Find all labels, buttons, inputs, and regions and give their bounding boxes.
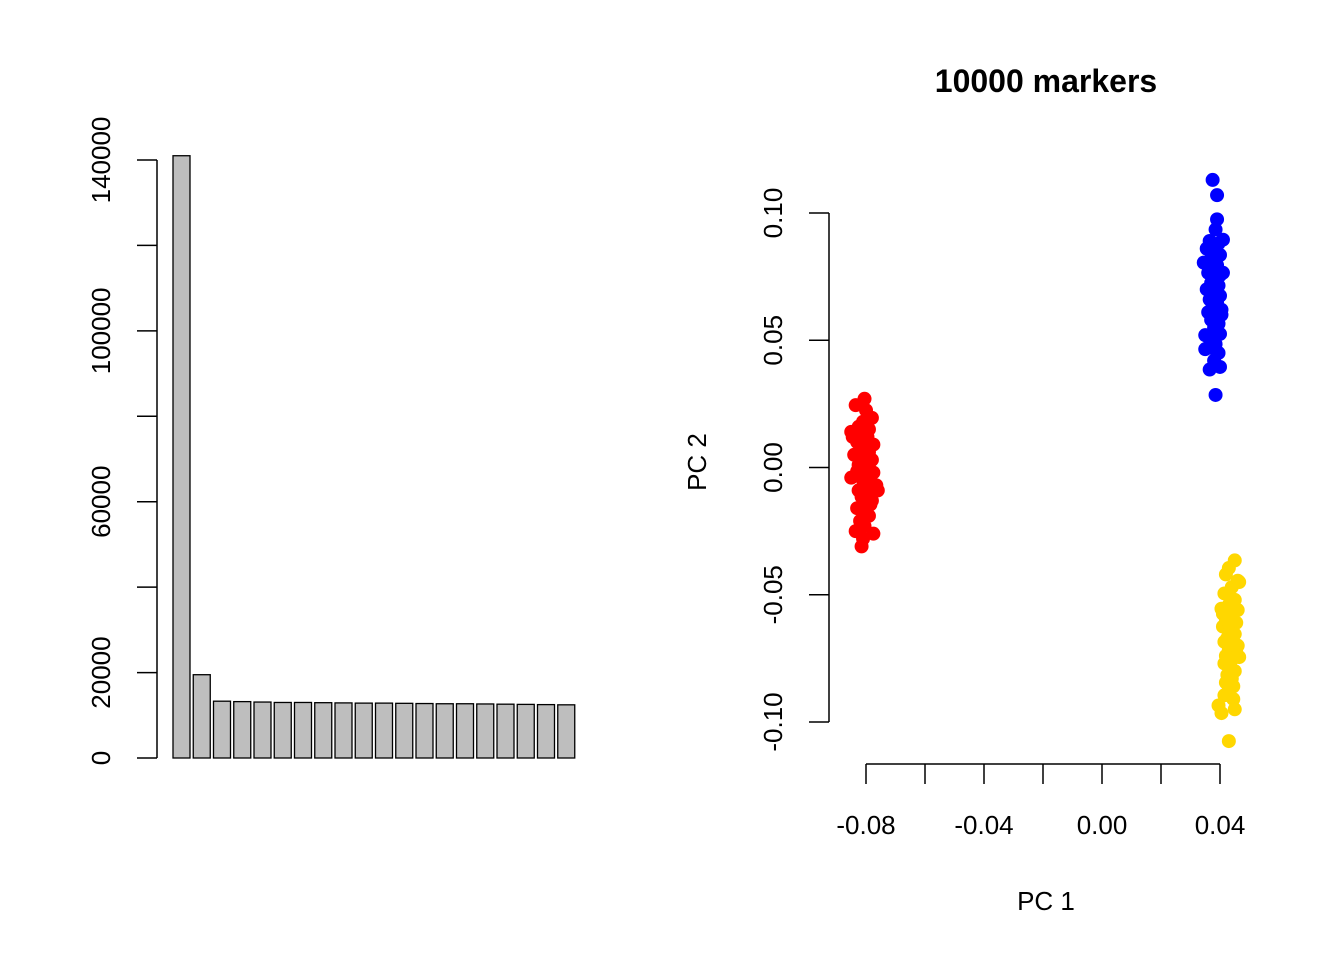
bar	[536, 703, 556, 759]
scatter-point	[1217, 586, 1232, 601]
scatter-y-tick-label: -0.05	[758, 565, 788, 624]
scatter-y-tick-label: 0.10	[758, 188, 788, 239]
scatter-y-tick-label: 0.00	[758, 442, 788, 493]
bar	[435, 703, 454, 759]
bar-y-tick-label: 140000	[86, 117, 116, 204]
scatter-point	[1214, 706, 1229, 721]
bar	[192, 674, 211, 759]
bar	[516, 703, 535, 759]
bar	[415, 702, 434, 759]
scatter-point	[870, 483, 885, 498]
bar	[233, 700, 252, 759]
bar	[172, 155, 191, 759]
scatter-point	[848, 398, 863, 413]
scatter-point	[1198, 342, 1213, 357]
bar	[455, 703, 475, 759]
scatter-point	[845, 429, 860, 444]
scatter-y-label: PC 2	[682, 433, 712, 491]
bar-y-tick-label: 20000	[86, 636, 116, 708]
scatter-y-tick-label: -0.10	[758, 692, 788, 751]
bar	[273, 701, 292, 759]
bar-y-tick-label: 0	[86, 751, 116, 765]
scatter-point	[860, 450, 875, 465]
bar	[293, 701, 313, 759]
bar	[212, 700, 232, 759]
bar-y-axis: 0 20000 60000 100000 140000	[86, 117, 158, 765]
scatter-chart: 10000 markers -0.10 -0.05 0.00 0.05 0.10 -0.…	[682, 63, 1247, 916]
scatter-y-tick-label: 0.05	[758, 315, 788, 366]
scatter-point	[863, 497, 878, 512]
bar	[395, 702, 414, 759]
scatter-point	[854, 539, 869, 554]
bar	[314, 702, 333, 759]
scatter-series-3	[1211, 553, 1247, 749]
scatter-x-axis: -0.08 -0.04 0.00 0.04	[836, 763, 1246, 840]
bar	[476, 703, 495, 759]
bar	[496, 703, 515, 759]
scatter-title: 10000 markers	[935, 63, 1157, 99]
scatter-x-tick-label: -0.08	[836, 810, 895, 840]
scatter-point	[1232, 650, 1247, 665]
bar	[253, 701, 272, 759]
scatter-point	[1227, 702, 1242, 717]
scatter-point	[1232, 575, 1247, 590]
scatter-series-1	[844, 391, 885, 554]
scatter-point	[1210, 188, 1225, 203]
scatter-y-axis: -0.10 -0.05 0.00 0.05 0.10	[758, 188, 830, 752]
scatter-point	[1208, 222, 1223, 237]
bar	[557, 704, 576, 759]
bar	[374, 702, 394, 759]
bar-y-tick-label: 60000	[86, 466, 116, 538]
scatter-point	[1230, 638, 1245, 653]
scatter-point	[1214, 307, 1229, 322]
scatter-point	[844, 470, 859, 485]
scatter-series-2	[1196, 172, 1230, 402]
scatter-point	[1218, 567, 1233, 582]
scatter-point	[1213, 359, 1227, 374]
scatter-x-label: PC 1	[1017, 886, 1075, 916]
scatter-point	[1215, 265, 1230, 280]
scatter-point	[1215, 232, 1230, 247]
scatter-point	[1220, 613, 1235, 628]
scatter-point	[1205, 172, 1220, 187]
scatter-x-tick-label: -0.04	[954, 810, 1013, 840]
scatter-x-tick-label: 0.00	[1077, 810, 1128, 840]
bar-y-tick-label: 100000	[86, 287, 116, 374]
scatter-points	[844, 172, 1247, 749]
scatter-point	[866, 526, 881, 541]
bar	[354, 702, 373, 759]
bar-chart: 0 20000 60000 100000 140000	[86, 117, 576, 765]
scatter-x-tick-label: 0.04	[1195, 810, 1246, 840]
bar	[334, 702, 353, 759]
bar-series	[172, 155, 576, 759]
scatter-point	[1221, 734, 1236, 749]
scatter-point	[1208, 387, 1223, 402]
